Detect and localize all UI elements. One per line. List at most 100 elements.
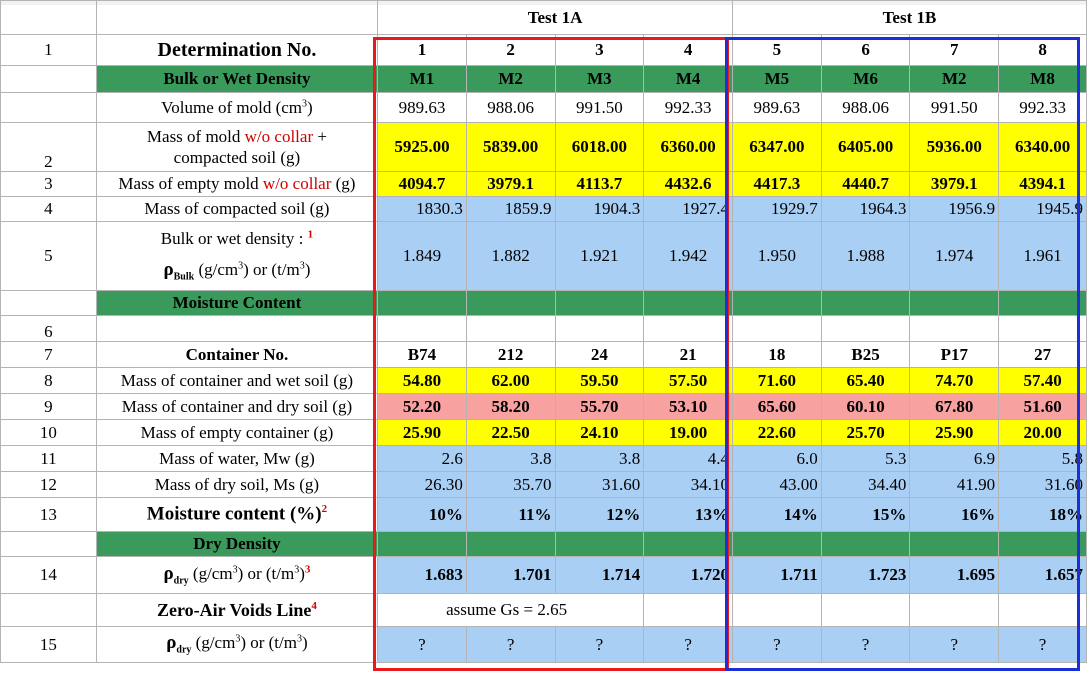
assume-gs[interactable]: assume Gs = 2.65 [377, 593, 645, 627]
green-cell[interactable] [731, 531, 822, 557]
green-cell[interactable] [998, 290, 1087, 316]
mass-mold-value[interactable]: 6018.00 [554, 122, 645, 172]
compacted-value[interactable]: 1904.3 [554, 196, 645, 222]
empty-mold-value[interactable]: 3979.1 [465, 171, 556, 197]
empty-cell[interactable] [377, 315, 467, 342]
drysoil-value[interactable]: 34.40 [820, 471, 911, 498]
zav-value[interactable]: ? [554, 626, 645, 663]
volume-value[interactable]: 989.63 [377, 92, 467, 123]
row-number[interactable]: 3 [0, 171, 97, 197]
moisture-content-value[interactable]: 16% [909, 497, 1000, 532]
dry-density-value[interactable]: 1.711 [731, 556, 822, 594]
drysoil-value[interactable]: 31.60 [998, 471, 1087, 498]
empty-cell[interactable] [998, 315, 1087, 342]
water-label[interactable]: Mass of water, Mw (g) [95, 445, 379, 472]
det-number[interactable]: 3 [554, 34, 645, 66]
empty-container-value[interactable]: 19.00 [643, 419, 733, 446]
bulk-density-value[interactable]: 1.921 [554, 221, 645, 291]
zav-value[interactable]: ? [643, 626, 733, 663]
wet-soil-value[interactable]: 54.80 [377, 367, 467, 394]
mass-mold-value[interactable]: 5936.00 [909, 122, 1000, 172]
row-number-empty[interactable] [0, 531, 97, 557]
container-id[interactable]: 212 [465, 341, 556, 368]
volume-value[interactable]: 989.63 [731, 92, 822, 123]
mass-mold-value[interactable]: 6347.00 [731, 122, 822, 172]
mold-id[interactable]: M2 [465, 65, 556, 93]
empty-container-value[interactable]: 25.70 [820, 419, 911, 446]
dry-density-value[interactable]: 1.701 [465, 556, 556, 594]
mold-id[interactable]: M1 [377, 65, 467, 93]
row-number[interactable]: 10 [0, 419, 97, 446]
zav-value[interactable]: ? [377, 626, 467, 663]
det-number[interactable]: 2 [465, 34, 556, 66]
mass-mold-label[interactable]: Mass of mold w/o collar + compacted soil … [95, 122, 379, 172]
bulk-density-label[interactable]: Bulk or wet density : 1 ρBulk (g/cm3) or … [95, 221, 379, 291]
drysoil-value[interactable]: 41.90 [909, 471, 1000, 498]
bulk-density-value[interactable]: 1.961 [998, 221, 1087, 291]
empty-cell[interactable] [643, 315, 733, 342]
volume-value[interactable]: 992.33 [643, 92, 733, 123]
dry-soil-value[interactable]: 51.60 [998, 393, 1087, 420]
empty-container-value[interactable]: 22.60 [731, 419, 822, 446]
empty-container-value[interactable]: 25.90 [909, 419, 1000, 446]
water-value[interactable]: 2.6 [377, 445, 467, 472]
empty-cell[interactable] [998, 593, 1087, 627]
empty-cell[interactable] [95, 315, 379, 342]
det-number[interactable]: 5 [731, 34, 822, 66]
empty-container-label[interactable]: Mass of empty container (g) [95, 419, 379, 446]
bulk-section-title[interactable]: Bulk or Wet Density [95, 65, 379, 93]
container-id[interactable]: 21 [643, 341, 733, 368]
row-number-empty[interactable] [0, 290, 97, 316]
empty-mold-value[interactable]: 4417.3 [731, 171, 822, 197]
empty-cell[interactable] [465, 315, 556, 342]
det-number[interactable]: 1 [377, 34, 467, 66]
empty-cell[interactable] [731, 593, 822, 627]
mold-id[interactable]: M6 [820, 65, 911, 93]
compacted-value[interactable]: 1929.7 [731, 196, 822, 222]
green-cell[interactable] [909, 531, 1000, 557]
row-number[interactable]: 13 [0, 497, 97, 532]
dry-density-value[interactable]: 1.695 [909, 556, 1000, 594]
green-cell[interactable] [731, 290, 822, 316]
det-number[interactable]: 6 [820, 34, 911, 66]
bulk-density-value[interactable]: 1.950 [731, 221, 822, 291]
moisture-content-value[interactable]: 15% [820, 497, 911, 532]
water-value[interactable]: 6.0 [731, 445, 822, 472]
container-id[interactable]: B74 [377, 341, 467, 368]
empty-container-value[interactable]: 24.10 [554, 419, 645, 446]
dry-soil-label[interactable]: Mass of container and dry soil (g) [95, 393, 379, 420]
dry-density-value[interactable]: 1.723 [820, 556, 911, 594]
mold-id[interactable]: M3 [554, 65, 645, 93]
container-label[interactable]: Container No. [95, 341, 379, 368]
drysoil-value[interactable]: 31.60 [554, 471, 645, 498]
empty-container-value[interactable]: 22.50 [465, 419, 556, 446]
green-cell[interactable] [554, 531, 645, 557]
green-cell[interactable] [465, 290, 556, 316]
empty-container-value[interactable]: 20.00 [998, 419, 1087, 446]
water-value[interactable]: 3.8 [465, 445, 556, 472]
mass-mold-value[interactable]: 6340.00 [998, 122, 1087, 172]
det-number[interactable]: 4 [643, 34, 733, 66]
row-number[interactable]: 4 [0, 196, 97, 222]
green-cell[interactable] [998, 531, 1087, 557]
mold-id[interactable]: M2 [909, 65, 1000, 93]
dry-soil-value[interactable]: 58.20 [465, 393, 556, 420]
empty-mold-value[interactable]: 4094.7 [377, 171, 467, 197]
bulk-density-value[interactable]: 1.974 [909, 221, 1000, 291]
wet-soil-label[interactable]: Mass of container and wet soil (g) [95, 367, 379, 394]
green-cell[interactable] [465, 531, 556, 557]
green-cell[interactable] [377, 290, 467, 316]
mold-id[interactable]: M4 [643, 65, 733, 93]
empty-cell[interactable] [643, 593, 733, 627]
mass-mold-value[interactable]: 6360.00 [643, 122, 733, 172]
empty-cell[interactable] [909, 315, 1000, 342]
empty-cell[interactable] [731, 315, 822, 342]
row-number-empty[interactable] [0, 593, 97, 627]
green-cell[interactable] [820, 531, 911, 557]
det-number[interactable]: 8 [998, 34, 1087, 66]
wet-soil-value[interactable]: 59.50 [554, 367, 645, 394]
moisture-content-value[interactable]: 11% [465, 497, 556, 532]
volume-value[interactable]: 992.33 [998, 92, 1087, 123]
moisture-content-value[interactable]: 10% [377, 497, 467, 532]
water-value[interactable]: 6.9 [909, 445, 1000, 472]
